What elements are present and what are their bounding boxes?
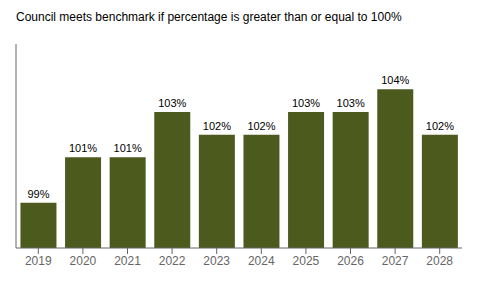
svg-text:2027: 2027 [382, 254, 409, 268]
svg-text:103%: 103% [158, 97, 186, 109]
svg-text:2023: 2023 [203, 254, 230, 268]
svg-text:2020: 2020 [70, 254, 97, 268]
svg-text:103%: 103% [292, 97, 320, 109]
html-text:Council meets benchmark if per: Council meets benchmark if percentage is… [16, 10, 402, 24]
svg-text:101%: 101% [69, 142, 97, 154]
svg-text:2026: 2026 [337, 254, 364, 268]
svg-text:2019: 2019 [25, 254, 52, 268]
svg-text:102%: 102% [426, 120, 454, 132]
svg-text:2028: 2028 [426, 254, 453, 268]
svg-text:102%: 102% [203, 120, 231, 132]
svg-text:99%: 99% [27, 188, 49, 200]
svg-text:104%: 104% [381, 74, 409, 86]
svg-text:2022: 2022 [159, 254, 186, 268]
svg-text:2021: 2021 [114, 254, 141, 268]
svg-text:103%: 103% [337, 97, 365, 109]
svg-text:2024: 2024 [248, 254, 275, 268]
svg-text:2025: 2025 [293, 254, 320, 268]
svg-text:101%: 101% [114, 142, 142, 154]
svg-text:102%: 102% [247, 120, 275, 132]
